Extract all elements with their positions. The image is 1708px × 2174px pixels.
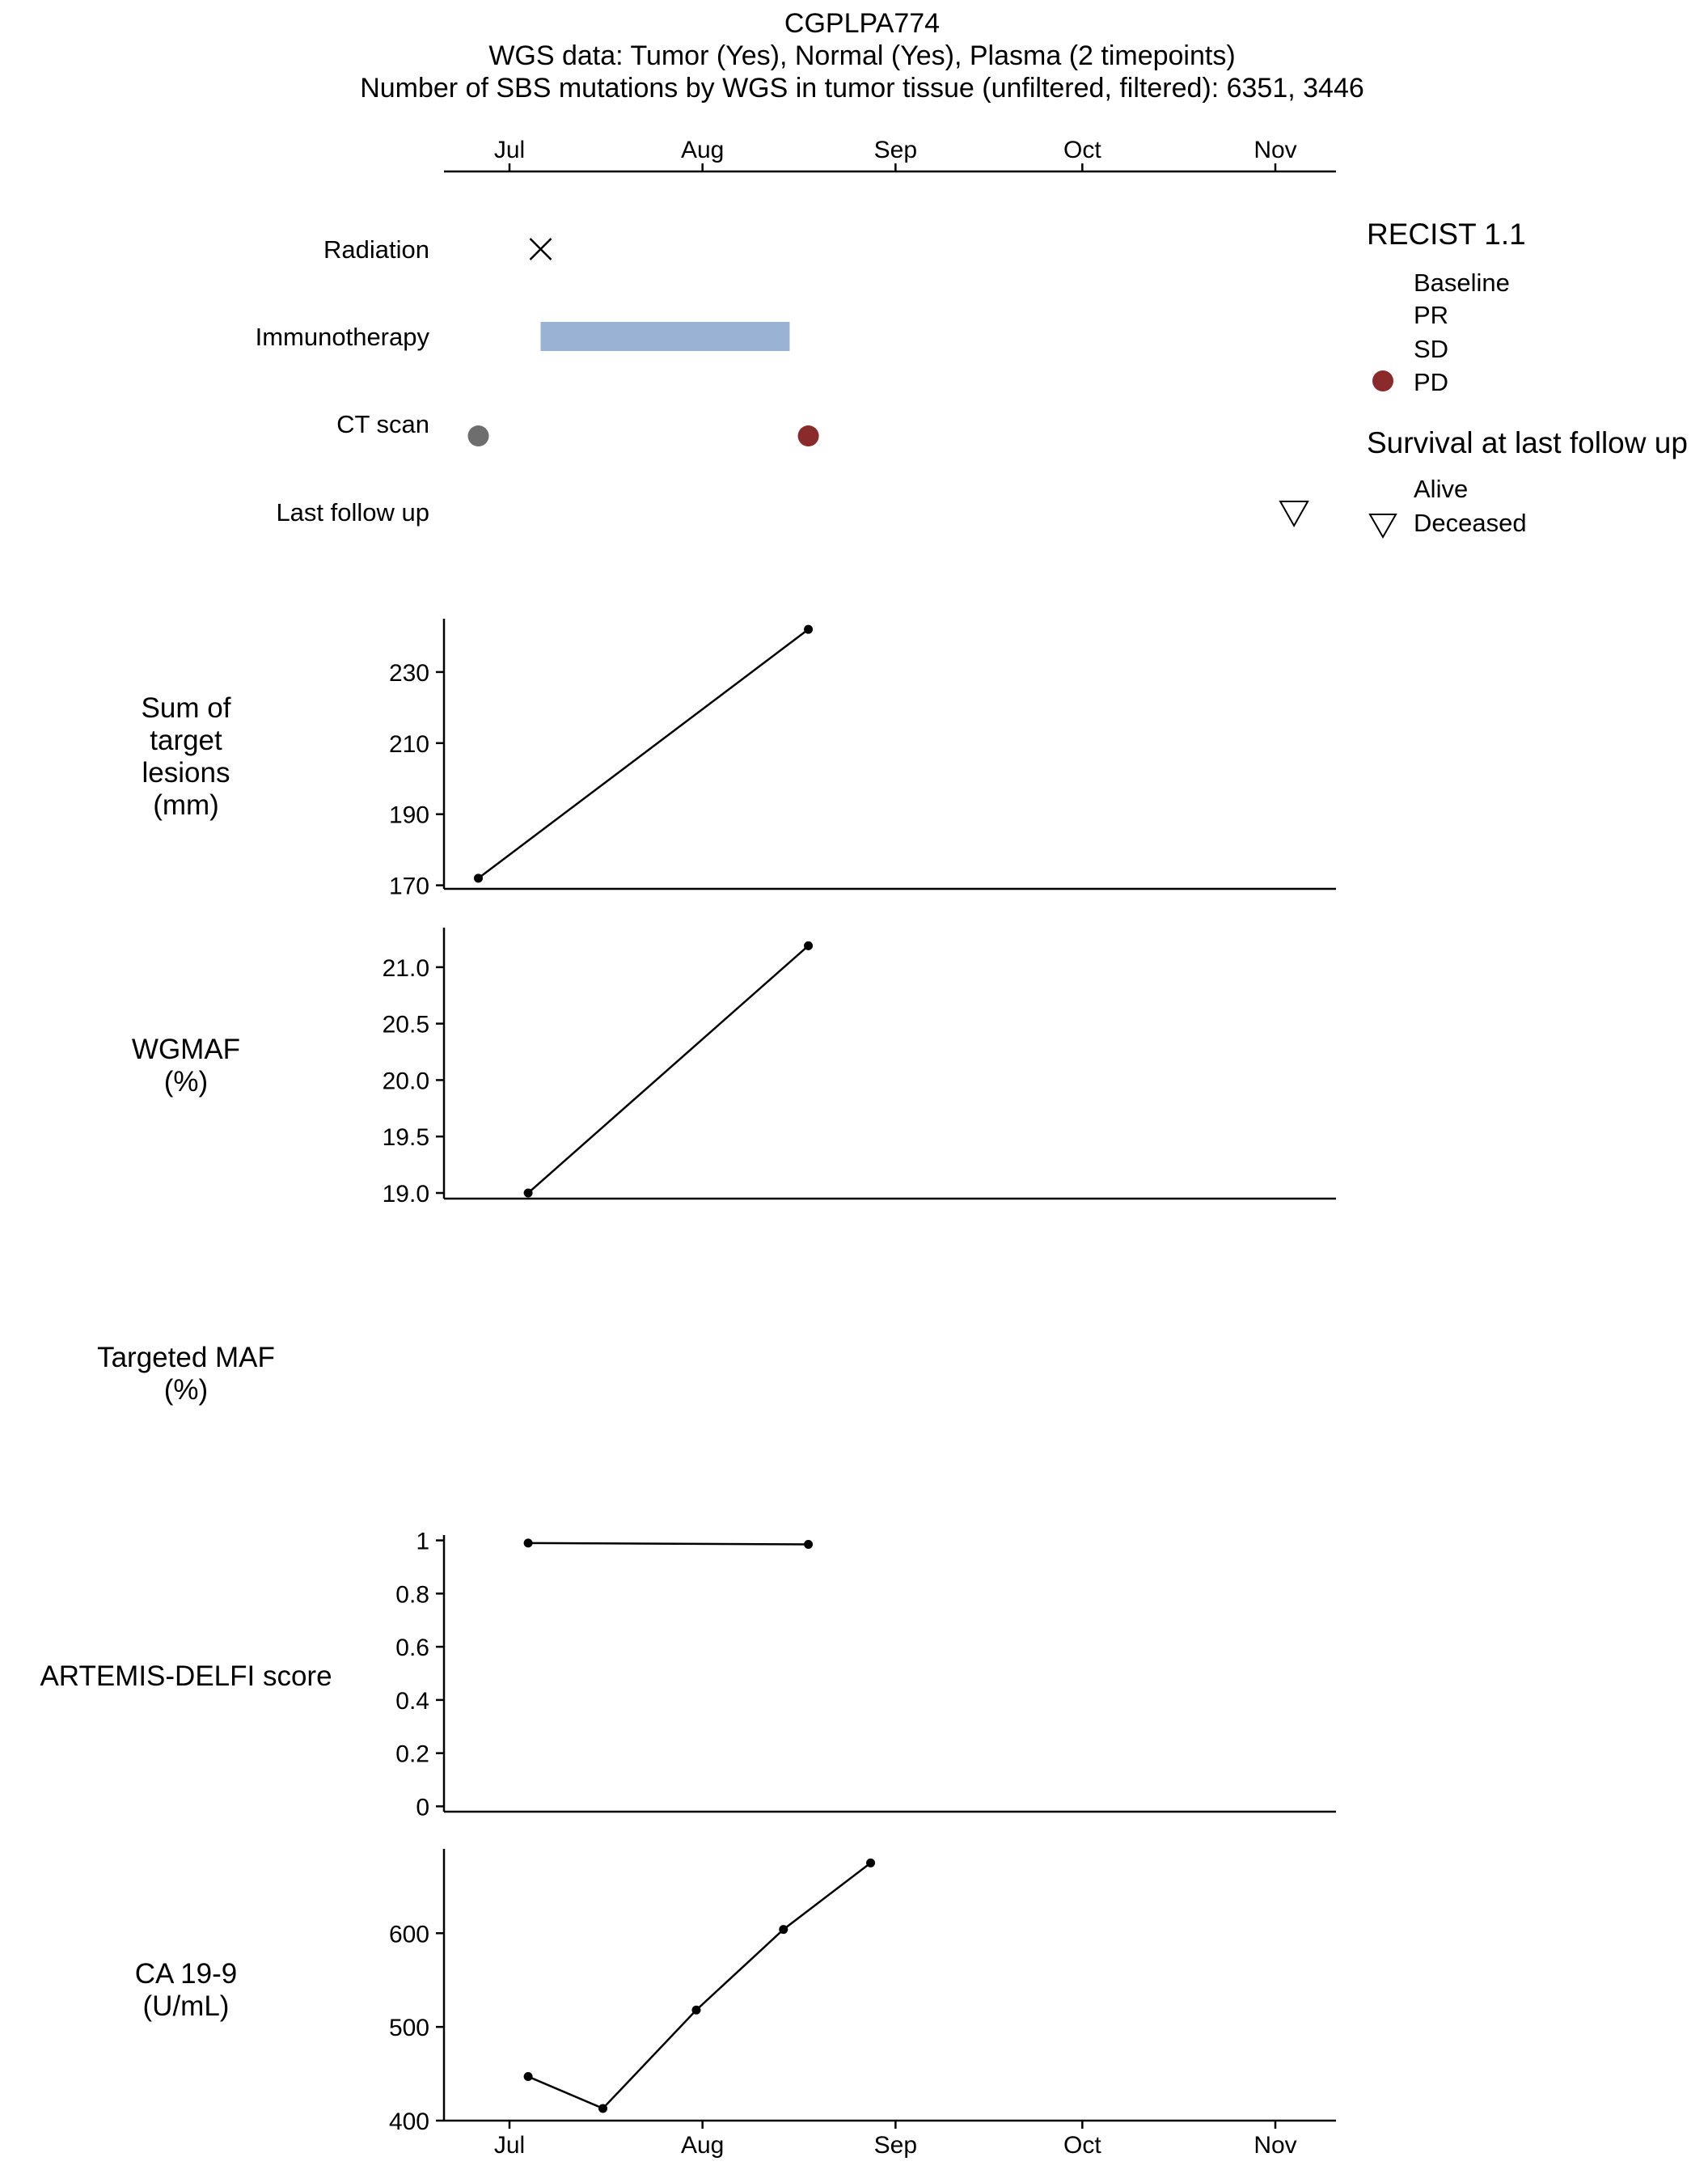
- immunotherapy-bar: [540, 322, 790, 351]
- legend-item-baseline: Baseline: [1414, 269, 1510, 297]
- timeline-top-tick-label-jul: Jul: [494, 137, 525, 163]
- row-label-radiation: Radiation: [323, 235, 429, 264]
- data-point-ca199: [523, 2072, 533, 2082]
- ylabel-wgmaf: (%): [164, 1066, 208, 1098]
- legend-item-pr: PR: [1414, 301, 1448, 329]
- bottom-x-tick-label-sep: Sep: [874, 2132, 917, 2159]
- data-point-wgmaf: [523, 1188, 533, 1198]
- legend-item-alive: Alive: [1414, 475, 1468, 503]
- series-line-ca199: [527, 1862, 872, 2110]
- row-label-ct-scan: CT scan: [336, 410, 429, 438]
- ylabel-ca199: (U/mL): [143, 1990, 230, 2022]
- bottom-x-tick-label-oct: Oct: [1063, 2132, 1101, 2159]
- legend: RECIST 1.1 Baseline PR SD PD Survival at…: [1367, 218, 1688, 539]
- y-tick-label-artemis: 0.4: [395, 1688, 429, 1715]
- timeline-top-tick-label-nov: Nov: [1254, 137, 1296, 163]
- ylabel-targeted-maf: (%): [164, 1374, 208, 1406]
- ylabel-targeted-maf: Targeted MAF: [97, 1342, 275, 1373]
- legend-item-pd: PD: [1414, 368, 1448, 396]
- y-tick-label-lesions: 210: [389, 731, 429, 758]
- ylabel-lesions: target: [150, 725, 222, 756]
- timeline-top-tick-label-aug: Aug: [681, 137, 724, 163]
- timeline-top-tick-label-oct: Oct: [1063, 137, 1101, 163]
- row-label-immunotherapy: Immunotherapy: [256, 323, 430, 351]
- y-tick-label-artemis: 0.6: [395, 1635, 429, 1661]
- y-tick-label-wgmaf: 19.0: [383, 1181, 429, 1208]
- series-line-artemis: [528, 1542, 809, 1546]
- data-point-ca199: [691, 2005, 701, 2015]
- ylabel-lesions: (mm): [153, 789, 219, 821]
- y-tick-label-ca199: 600: [389, 1921, 429, 1948]
- bottom-x-tick-label-aug: Aug: [681, 2132, 724, 2159]
- data-point-artemis: [523, 1538, 533, 1548]
- radiation-x-marker: [529, 238, 552, 260]
- bottom-x-tick-label-nov: Nov: [1254, 2132, 1296, 2159]
- y-tick-label-wgmaf: 21.0: [383, 955, 429, 982]
- y-tick-label-lesions: 190: [389, 802, 429, 829]
- ct-scan-marker-baseline: [467, 425, 489, 446]
- figure-title: CGPLPA774: [784, 8, 940, 39]
- data-point-artemis: [804, 1540, 814, 1550]
- plot-panels: Jul Aug Sep Oct Nov Radiation Immunotherapy CT …: [40, 137, 1336, 2159]
- y-tick-label-wgmaf: 20.0: [383, 1068, 429, 1094]
- y-tick-label-artemis: 0.8: [395, 1581, 429, 1608]
- series-line-lesions: [477, 628, 810, 879]
- figure-subtitle-wgs: WGS data: Tumor (Yes), Normal (Yes), Pla…: [488, 40, 1235, 71]
- y-tick-label-ca199: 400: [389, 2108, 429, 2135]
- data-point-ca199: [866, 1858, 876, 1867]
- row-label-last-follow-up: Last follow up: [276, 498, 429, 527]
- legend-survival-title: Survival at last follow up: [1367, 426, 1688, 459]
- legend-item-sd: SD: [1414, 335, 1448, 363]
- series-line-wgmaf: [527, 945, 810, 1194]
- y-tick-label-lesions: 230: [389, 660, 429, 687]
- legend-pd-marker: [1372, 370, 1393, 391]
- y-tick-label-artemis: 1: [416, 1529, 429, 1555]
- last-follow-up-triangle-marker: [1279, 501, 1309, 528]
- data-point-lesions: [804, 624, 814, 634]
- data-point-wgmaf: [804, 941, 814, 950]
- legend-item-deceased: Deceased: [1414, 509, 1527, 537]
- y-tick-label-ca199: 500: [389, 2015, 429, 2041]
- figure-subtitle-sbs: Number of SBS mutations by WGS in tumor …: [360, 73, 1364, 104]
- y-tick-label-artemis: 0.2: [395, 1741, 429, 1768]
- ylabel-artemis: ARTEMIS-DELFI score: [40, 1660, 332, 1692]
- y-tick-label-artemis: 0: [416, 1794, 429, 1821]
- ylabel-lesions: lesions: [142, 757, 230, 789]
- legend-recist-title: RECIST 1.1: [1367, 218, 1526, 251]
- ylabel-lesions: Sum of: [142, 692, 231, 724]
- bottom-x-tick-label-jul: Jul: [494, 2132, 525, 2159]
- y-tick-label-wgmaf: 19.5: [383, 1124, 429, 1151]
- ylabel-wgmaf: WGMAF: [132, 1034, 240, 1065]
- data-point-ca199: [779, 1925, 788, 1935]
- y-tick-label-lesions: 170: [389, 873, 429, 900]
- ylabel-ca199: CA 19-9: [135, 1958, 237, 1990]
- ct-scan-marker-pd: [797, 425, 819, 446]
- radiation-x-stroke: [529, 238, 552, 260]
- timeline-top-tick-label-sep: Sep: [874, 137, 917, 163]
- data-point-ca199: [598, 2104, 607, 2113]
- y-tick-label-wgmaf: 20.5: [383, 1012, 429, 1038]
- legend-deceased-triangle-icon: [1368, 514, 1397, 539]
- data-point-lesions: [474, 873, 484, 883]
